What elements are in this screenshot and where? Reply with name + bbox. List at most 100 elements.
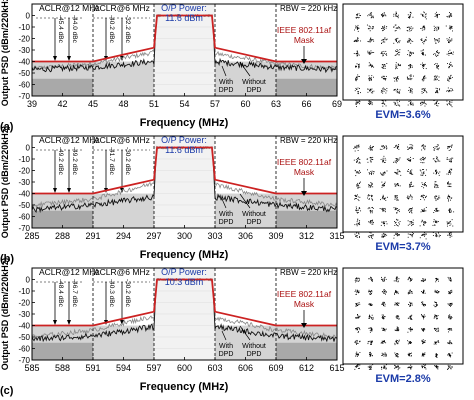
panel-c-constellation-point	[369, 315, 371, 317]
panel-c-constellation-point	[410, 304, 412, 306]
panel-c-constellation-point	[449, 318, 451, 320]
panel-a-constellation-point	[449, 101, 451, 102]
panel-a-constellation-cluster	[393, 88, 401, 94]
panel-a-constellation-point	[357, 38, 359, 40]
panel-b-constellation-point	[357, 212, 359, 214]
panel-a-constellation-point	[369, 77, 371, 78]
panel-b-constellation-point	[421, 145, 423, 147]
panel-a-constellation-point	[425, 39, 427, 41]
panel-c-constellation-point	[397, 315, 399, 317]
panel-a-constellation-point	[358, 54, 360, 56]
panel-c-y-axis-label: Output PSD (dBm/220kHz)	[0, 258, 10, 371]
panel-c-constellation-point	[451, 302, 453, 304]
panel-c-constellation-point	[359, 367, 360, 369]
panel-b-constellation-point	[448, 194, 449, 196]
panel-b-constellation-point	[435, 160, 436, 162]
panel-c-constellation-point	[434, 341, 436, 343]
panel-a-constellation-point	[367, 15, 369, 17]
panel-b-constellation-point	[396, 173, 398, 175]
panel-b-constellation-point	[425, 157, 426, 159]
panel-b-constellation-point	[407, 220, 409, 222]
panel-a-constellation-point	[371, 51, 373, 53]
panel-c-constellation-point	[395, 292, 396, 293]
panel-b-constellation-point	[395, 185, 397, 187]
panel-a-constellation-cluster	[393, 24, 401, 32]
panel-c-constellation-point	[355, 366, 357, 368]
panel-a-constellation-point	[450, 104, 452, 106]
panel-a-constellation-point	[356, 89, 358, 90]
panel-c-constellation-point	[395, 289, 397, 291]
panel-b-constellation-point	[370, 221, 372, 223]
panel-c-constellation-point	[384, 330, 386, 332]
panel-c-constellation-point	[450, 355, 452, 356]
panel-b-constellation-point	[383, 221, 384, 223]
panel-a-constellation-point	[439, 89, 440, 91]
panel-c-constellation-point	[421, 355, 423, 357]
panel-c-constellation-point	[436, 292, 438, 294]
panel-c-constellation-point	[395, 365, 397, 367]
panel-a-constellation-point	[451, 38, 453, 40]
panel-b-constellation-point	[370, 160, 372, 162]
panel-b-constellation-point	[451, 146, 452, 148]
panel-c-constellation-point	[423, 330, 424, 332]
panel-c-constellation-point	[382, 341, 384, 343]
panel-c-constellation-point	[434, 365, 435, 367]
panel-b-constellation-point	[425, 184, 426, 186]
panel-c-constellation-point	[407, 293, 409, 295]
panel-c-constellation-point	[383, 316, 385, 318]
panel-c-constellation-point	[448, 304, 450, 306]
panel-c-constellation-point	[356, 279, 358, 281]
panel-a-constellation-cluster	[420, 11, 427, 20]
panel-a-constellation-point	[422, 51, 423, 53]
panel-a-constellation-point	[421, 39, 423, 41]
panel-c-constellation-cluster	[368, 276, 373, 282]
panel-c-constellation-point	[408, 303, 410, 305]
panel-a-constellation-point	[450, 64, 452, 65]
panel-c-constellation-point	[398, 278, 400, 280]
panel-b-constellation-point	[371, 198, 373, 200]
panel-a-constellation-point	[381, 52, 383, 54]
panel-a-constellation-point	[380, 14, 382, 15]
panel-a-constellation-point	[384, 52, 386, 54]
panel-a-constellation-cluster	[355, 100, 361, 108]
panel-a-constellation-point	[422, 64, 424, 66]
panel-a-constellation-point	[384, 99, 386, 101]
panel-c-constellation-point	[396, 342, 398, 344]
panel-b-constellation-point	[408, 197, 409, 199]
panel-b-constellation-point	[396, 197, 398, 199]
panel-a-constellation-point	[420, 13, 422, 15]
panel-b-constellation-point	[420, 221, 422, 223]
panel-b-constellation-point	[419, 237, 421, 239]
panel-a-constellation-point	[436, 28, 437, 30]
panel-b-constellation-point	[423, 221, 425, 223]
panel-b-constellation-point	[383, 198, 385, 199]
panel-a-constellation-point	[435, 87, 437, 89]
panel-c-constellation-point	[450, 291, 452, 293]
panel-c-constellation-point	[381, 276, 382, 278]
panel-b-constellation-point	[359, 170, 360, 172]
panel-b-constellation-point	[356, 232, 358, 234]
panel-c-constellation-point	[424, 278, 426, 280]
panel-c-constellation-point	[359, 329, 361, 331]
panel-a-constellation-cluster	[393, 76, 399, 82]
panel-b-constellation-point	[356, 221, 358, 223]
panel-a-constellation-point	[424, 102, 425, 104]
panel-c-constellation-point	[410, 367, 412, 369]
panel-c-constellation-point	[422, 316, 424, 318]
panel-b-constellation-point	[422, 144, 424, 146]
panel-c-constellation-point	[438, 330, 440, 332]
panel-b-constellation-point	[367, 208, 369, 210]
panel-c-constellation-cluster	[367, 364, 374, 370]
panel-b-constellation-point	[396, 208, 398, 210]
panel-c-constellation-point	[435, 366, 437, 368]
panel-c-constellation-point	[436, 305, 437, 307]
panel-c-constellation-point	[450, 317, 452, 319]
panel-c-x-tick-label: 600	[177, 363, 192, 373]
panel-c-constellation-point	[384, 316, 386, 318]
panel-a-constellation-cluster	[433, 75, 440, 81]
panel-a-constellation-point	[436, 90, 438, 92]
panel-a-constellation-point	[371, 102, 373, 104]
panel-c-constellation-point	[385, 291, 387, 293]
panel-a-constellation-point	[397, 14, 399, 16]
panel-c-constellation-point	[370, 355, 372, 357]
